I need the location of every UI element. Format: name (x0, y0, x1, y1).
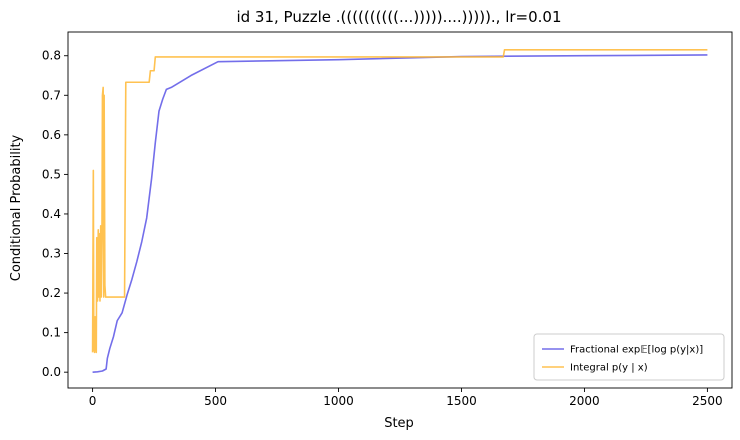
y-tick-label: 0.8 (42, 49, 61, 63)
y-tick-label: 0.3 (42, 247, 61, 261)
series-line-0 (92, 54, 708, 373)
x-tick-label: 2000 (569, 394, 600, 408)
legend-box (533, 333, 725, 381)
x-axis-label: Step (384, 416, 414, 431)
y-axis-label: Conditional Probability (9, 134, 24, 281)
y-tick-label: 0.2 (42, 286, 61, 300)
y-tick-label: 0.7 (42, 88, 61, 102)
y-tick-label: 0.4 (42, 207, 61, 221)
x-tick-label: 500 (204, 394, 227, 408)
chart-title: id 31, Puzzle .((((((((((...)))))....)))… (236, 8, 561, 26)
x-tick-label: 2500 (692, 394, 723, 408)
x-tick-label: 1000 (323, 394, 354, 408)
y-tick-label: 0.0 (42, 365, 61, 379)
legend-label-0: Fractional exp𝔼[log p(y|x)] (570, 345, 703, 356)
y-tick-label: 0.6 (42, 128, 61, 142)
y-tick-label: 0.1 (42, 326, 61, 340)
series-line-1 (91, 48, 708, 354)
legend: Fractional exp𝔼[log p(y|x)] Integral p(y … (533, 333, 725, 381)
plot-frame (67, 31, 733, 389)
x-tick-label: 1500 (446, 394, 477, 408)
x-tick-label: 0 (89, 394, 97, 408)
y-tick-label: 0.5 (42, 167, 61, 181)
plot-area: 0 500 1000 1500 2000 2500 0.0 0.1 0.2 0.3 0.4 0.5 0.… (42, 31, 733, 408)
legend-label-1: Integral p(y | x) (570, 363, 648, 374)
